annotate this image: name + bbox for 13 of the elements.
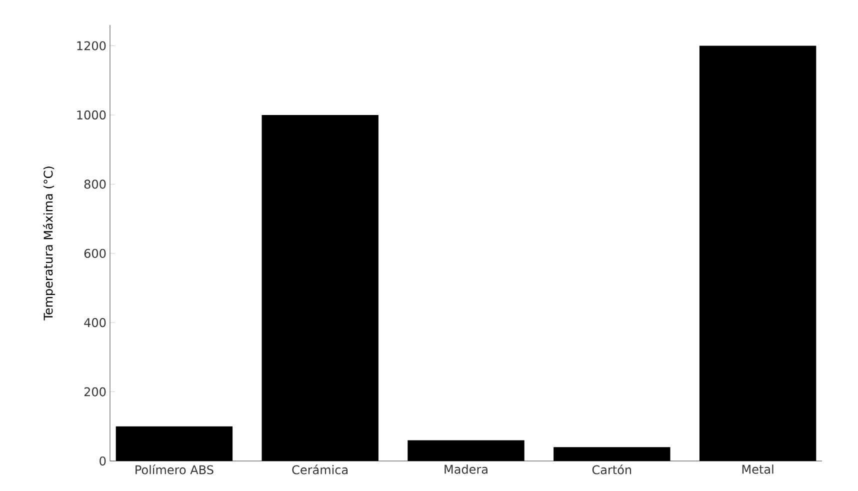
x-tick-label: Polímero ABS (136, 464, 214, 474)
x-tick-label: Cartón (592, 464, 632, 474)
y-tick-label: 600 (84, 248, 106, 258)
y-axis-title: Temperatura Máxima (°C) (42, 166, 56, 320)
x-tick-label: Metal (742, 464, 774, 474)
y-tick-label: 800 (84, 180, 106, 189)
y-tick-label: 200 (84, 387, 106, 396)
y-tick-label: 1000 (77, 110, 106, 120)
y-tick-label: 1200 (77, 41, 106, 50)
y-tick-label: 0 (100, 456, 106, 466)
x-tick-label: Cerámica (292, 464, 348, 474)
x-tick-label: Madera (444, 464, 488, 474)
y-tick-label: 400 (84, 318, 106, 328)
